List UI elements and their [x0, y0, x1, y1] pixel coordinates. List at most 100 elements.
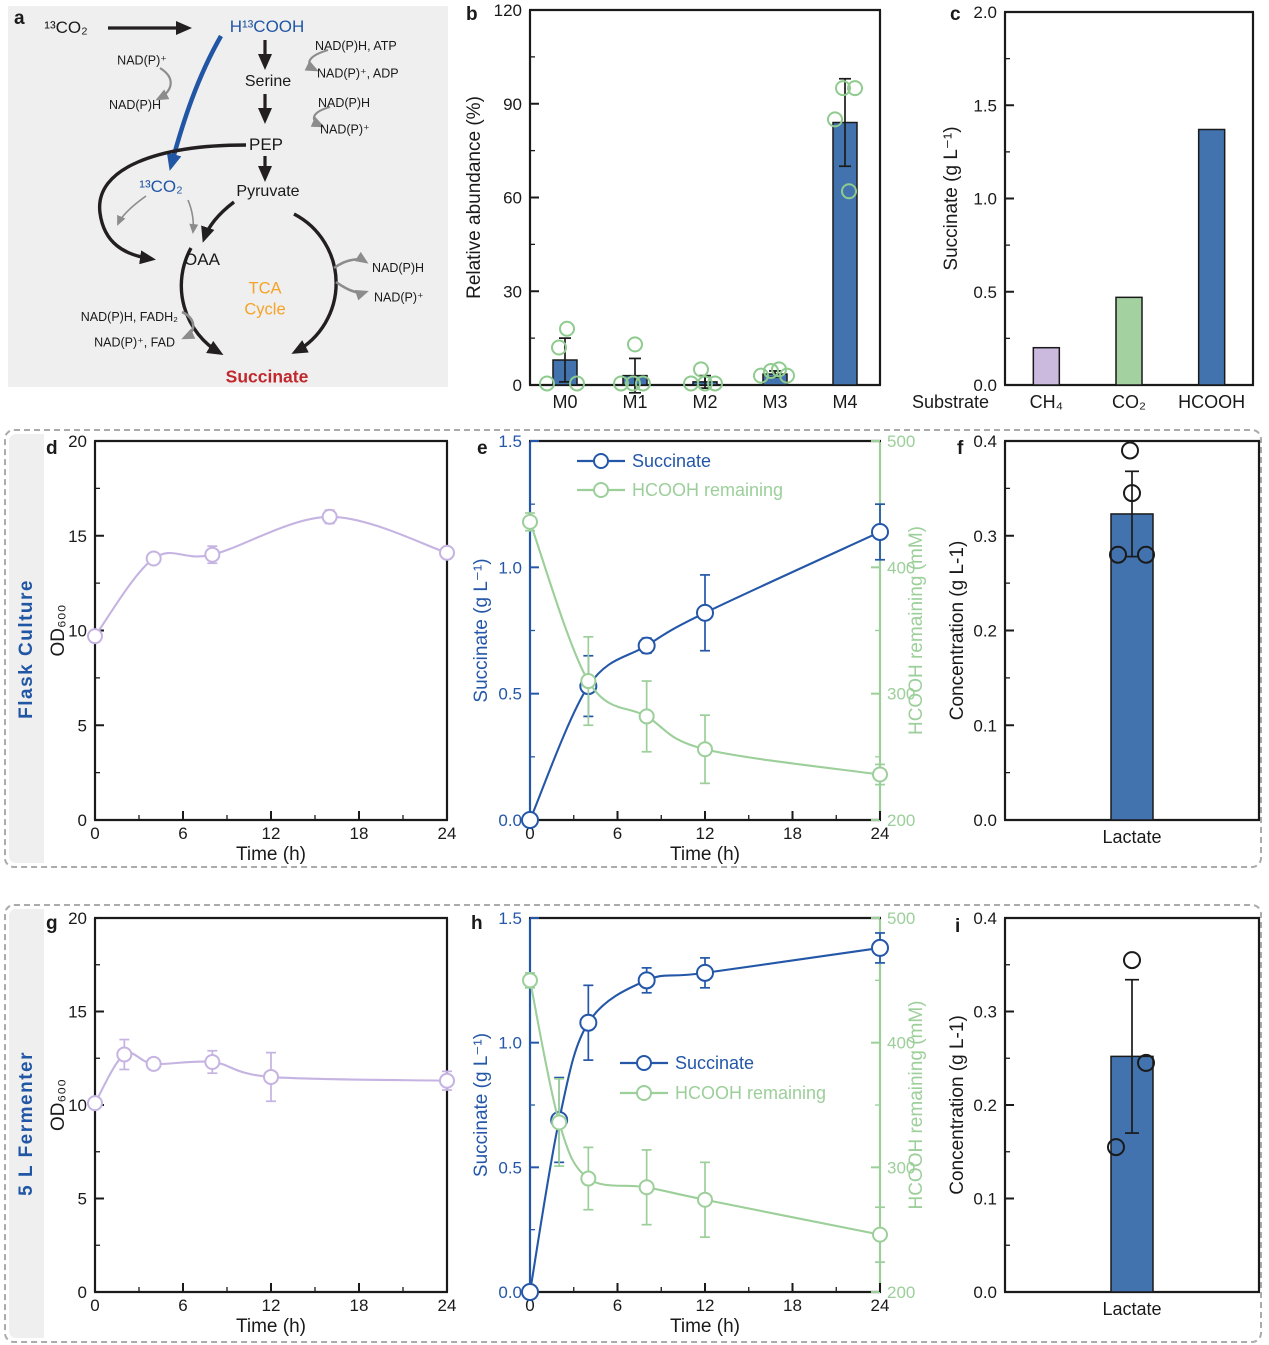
panel-i-chart: 0.0 0.1 0.2 0.3 0.4 Concentration (g L-1) Lact… — [947, 909, 1261, 1319]
node-serine: Serine — [244, 73, 292, 90]
svg-text:0: 0 — [90, 1296, 99, 1315]
svg-text:300: 300 — [887, 685, 915, 704]
svg-text:0: 0 — [78, 811, 87, 830]
svg-text:12: 12 — [262, 824, 281, 843]
svg-text:0.0: 0.0 — [973, 811, 997, 830]
data-point — [579, 1013, 598, 1032]
svg-text:M1: M1 — [622, 392, 647, 412]
scatter-point — [1121, 441, 1139, 460]
svg-text:Lactate: Lactate — [1102, 1299, 1161, 1319]
svg-text:Concentration (g L-1): Concentration (g L-1) — [947, 541, 968, 721]
svg-text:120: 120 — [494, 1, 522, 20]
cofactor-nadph-atp: NAD(P)H, ATP — [315, 39, 397, 53]
svg-text:0.0: 0.0 — [498, 1283, 522, 1302]
svg-text:18: 18 — [350, 1296, 369, 1315]
svg-text:M2: M2 — [692, 392, 717, 412]
cofactor-nadp-adp: NAD(P)⁺, ADP — [317, 66, 399, 81]
svg-text:0: 0 — [90, 824, 99, 843]
axes: 0.0 0.1 0.2 0.3 0.4 Concentration (g L-1) Lact… — [947, 909, 1261, 1319]
svg-text:CH₄: CH₄ — [1030, 392, 1063, 412]
pathway-diagram: ¹³CO₂ H¹³COOH NAD(P)⁺ NAD(P)H NAD(P)H, A… — [8, 6, 448, 387]
scatter-point — [1137, 545, 1155, 564]
node-13co2-mid: ¹³CO₂ — [139, 177, 183, 196]
series-od600 — [87, 508, 455, 645]
data-point — [872, 1226, 888, 1243]
axes: 0.0 0.5 1.0 1.5 2.0 Succinate (g L⁻¹) CH₄ CO₂ HC… — [912, 3, 1255, 412]
svg-text:1.0: 1.0 — [498, 1034, 522, 1053]
data-point — [696, 963, 714, 982]
svg-text:0.2: 0.2 — [973, 1096, 997, 1115]
svg-text:CO₂: CO₂ — [1112, 392, 1146, 412]
svg-text:0.5: 0.5 — [973, 283, 997, 302]
scatter-point — [827, 111, 843, 128]
scatter-point — [1123, 484, 1141, 503]
data-point — [522, 972, 538, 989]
panel-h-chart: 0.0 0.5 1.0 1.5 Succinate (g L⁻¹) 200 300 400 50… — [471, 909, 927, 1337]
svg-text:0.3: 0.3 — [973, 527, 997, 546]
scatter-point — [625, 375, 641, 392]
svg-text:Succinate (g L⁻¹): Succinate (g L⁻¹) — [471, 558, 492, 702]
scatter-point — [693, 361, 709, 378]
svg-text:90: 90 — [503, 95, 522, 114]
chart-d: 0 5 10 15 20 OD₆₀₀ 0 6 12 18 24 Time (h) — [48, 432, 456, 865]
scatter-point — [1123, 951, 1141, 970]
data-point — [521, 1283, 539, 1301]
panel-letter-c: c — [950, 4, 961, 25]
scatter-point — [1137, 1053, 1155, 1072]
panel-letter-a: a — [14, 8, 25, 29]
svg-text:12: 12 — [696, 1296, 715, 1315]
scatter-point — [841, 183, 857, 200]
scatter-points — [1107, 951, 1155, 1157]
panel-c-chart: 0.0 0.5 1.0 1.5 2.0 Succinate (g L⁻¹) CH₄ CO₂ HC… — [912, 3, 1255, 412]
series-succinate — [521, 932, 889, 1301]
cofactor-nadph-3: NAD(P)H — [372, 261, 425, 275]
svg-text:1.5: 1.5 — [498, 909, 522, 928]
data-point — [638, 1179, 655, 1196]
svg-text:Relative abundance (%): Relative abundance (%) — [464, 96, 485, 299]
panel-letter-g: g — [46, 913, 58, 934]
svg-text:Time (h): Time (h) — [236, 1316, 306, 1337]
cofactor-nadph-2: NAD(P)H — [318, 96, 371, 110]
panel-letter-e: e — [477, 438, 488, 459]
svg-text:0: 0 — [525, 824, 534, 843]
flask-culture-label: Flask Culture — [15, 578, 37, 719]
flask-culture-strip: Flask Culture — [9, 434, 44, 863]
scatter-point — [1109, 545, 1127, 564]
svg-text:12: 12 — [696, 824, 715, 843]
node-pep: PEP — [248, 135, 284, 154]
scatter-point — [551, 339, 567, 356]
bars — [1032, 128, 1226, 386]
bars — [1110, 470, 1154, 821]
cofactor-nadph-fadh2: NAD(P)H, FADH₂ — [80, 310, 178, 324]
fermenter-label: 5 L Fermenter — [15, 1051, 37, 1196]
svg-text:M0: M0 — [552, 392, 577, 412]
data-point — [145, 1055, 162, 1072]
data-point — [551, 1114, 568, 1131]
data-point — [638, 708, 655, 725]
svg-text:24: 24 — [871, 824, 890, 843]
series-hcooh-remaining — [522, 512, 888, 786]
svg-text:0.2: 0.2 — [973, 622, 997, 641]
legend: Succinate HCOOH remaining — [620, 1053, 826, 1103]
panel-d-chart: 0 5 10 15 20 OD₆₀₀ 0 6 12 18 24 Time (h) — [48, 432, 456, 865]
svg-text:500: 500 — [887, 432, 915, 451]
svg-text:0.4: 0.4 — [973, 432, 997, 451]
svg-text:0.3: 0.3 — [973, 1003, 997, 1022]
scatter-point — [779, 367, 795, 384]
svg-text:30: 30 — [503, 282, 522, 301]
data-point — [439, 1072, 455, 1089]
svg-text:1.5: 1.5 — [498, 432, 522, 451]
data-point — [521, 811, 539, 829]
data-point — [697, 741, 713, 758]
node-h13cooh: H¹³COOH — [229, 17, 305, 36]
svg-text:Substrate: Substrate — [912, 392, 989, 412]
chart-e: 0.0 0.5 1.0 1.5 Succinate (g L⁻¹) 200 300 400 50… — [471, 432, 927, 865]
svg-text:1.0: 1.0 — [973, 190, 997, 209]
scatter-point — [539, 375, 555, 392]
scatter-point — [627, 336, 643, 353]
svg-text:OD₆₀₀: OD₆₀₀ — [48, 1079, 69, 1131]
svg-text:18: 18 — [783, 824, 802, 843]
svg-text:1.0: 1.0 — [498, 558, 522, 577]
svg-text:0.5: 0.5 — [498, 685, 522, 704]
svg-text:0.0: 0.0 — [973, 1283, 997, 1302]
